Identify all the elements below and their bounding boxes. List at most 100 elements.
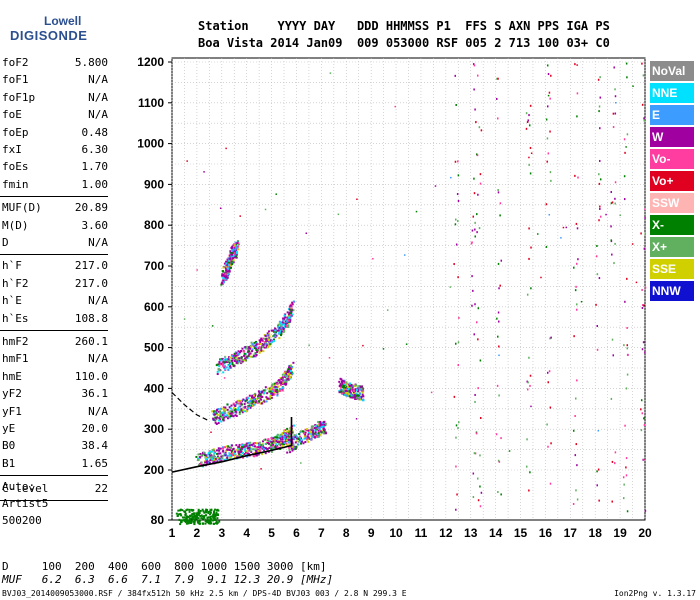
noise-point: [595, 255, 598, 258]
echo-point: [271, 386, 274, 389]
noise-point: [453, 263, 455, 266]
noise-point: [547, 445, 549, 448]
echo-point: [283, 437, 286, 440]
echo-point: [296, 437, 299, 440]
echo-point: [250, 443, 253, 446]
noise-point: [599, 76, 601, 79]
echo-point: [268, 335, 271, 338]
echo-point: [318, 434, 321, 437]
echo-point: [258, 400, 261, 403]
noise-point: [457, 160, 459, 163]
noise-point: [474, 235, 477, 238]
param-value: 20.0: [81, 422, 109, 435]
echo-point: [235, 354, 238, 357]
echo-point: [309, 430, 312, 433]
echo-point: [249, 404, 252, 407]
echo-point: [225, 269, 228, 272]
noise-point: [225, 147, 227, 150]
echo-point: [209, 455, 212, 458]
param-value: N/A: [88, 404, 108, 418]
echo-point: [237, 445, 240, 448]
echo-point: [358, 385, 361, 388]
param-name: foF1p: [2, 90, 36, 104]
echo-point: [340, 392, 343, 395]
noise-point: [457, 427, 459, 430]
noise-point: [611, 338, 614, 341]
param-name: fxI: [2, 143, 22, 156]
echo-point: [286, 427, 289, 430]
noise-point: [454, 160, 457, 163]
echo-point: [292, 424, 295, 427]
noise-point: [224, 356, 226, 358]
echo-point: [242, 409, 245, 412]
echo-point: [218, 520, 221, 523]
echo-point: [295, 437, 298, 440]
echo-point: [239, 401, 242, 404]
footer-file-info: BVJ03_2014009053000.RSF / 384fx512h 50 k…: [2, 589, 407, 598]
echo-point: [253, 448, 256, 451]
echo-point: [285, 378, 288, 381]
echo-point: [209, 519, 212, 522]
echo-point: [280, 330, 283, 333]
noise-point: [476, 231, 478, 234]
electron-density-profile: [171, 417, 293, 473]
echo-point: [280, 378, 283, 381]
echo-point: [280, 382, 283, 385]
noise-point: [415, 210, 418, 213]
x-tick-label: 11: [415, 526, 428, 540]
echo-point: [183, 516, 186, 519]
echo-point: [352, 396, 355, 399]
echo-point: [244, 399, 247, 402]
echo-point: [232, 249, 235, 252]
noise-point: [599, 215, 602, 218]
echo-point: [350, 385, 353, 388]
echo-point: [229, 456, 232, 459]
echo-point: [205, 456, 208, 459]
echo-point: [321, 422, 324, 425]
echo-point: [190, 521, 193, 524]
echo-point: [244, 359, 247, 362]
echo-point: [202, 451, 205, 454]
echo-point: [342, 386, 345, 389]
echo-point: [265, 396, 268, 399]
echo-point: [212, 461, 215, 464]
echo-point: [248, 449, 251, 452]
echo-point: [237, 360, 240, 363]
echo-point: [219, 415, 222, 418]
echo-point: [225, 263, 228, 266]
echo-point: [259, 450, 262, 453]
noise-point: [219, 207, 222, 209]
echo-point: [310, 425, 313, 428]
noise-point: [572, 429, 575, 432]
noise-point: [473, 333, 475, 336]
echo-point: [198, 459, 201, 462]
echo-point: [233, 357, 236, 360]
x-tick-label: 3: [218, 526, 225, 540]
echo-point: [266, 340, 269, 343]
noise-point: [457, 364, 460, 367]
noise-point: [599, 127, 601, 130]
noise-point: [548, 370, 551, 373]
noise-point: [474, 452, 477, 455]
echo-point: [235, 250, 238, 253]
x-tick-label: 2: [194, 526, 201, 540]
echo-point: [188, 520, 191, 523]
noise-point: [472, 63, 475, 66]
echo-point: [217, 455, 220, 458]
echo-point: [282, 443, 285, 446]
echo-point: [223, 409, 226, 412]
echo-point: [234, 248, 237, 251]
param-name: hmF1: [2, 352, 29, 366]
echo-point: [274, 385, 277, 388]
echo-point: [235, 256, 238, 259]
echo-point: [218, 419, 221, 422]
echo-point: [197, 513, 200, 516]
x-tick-label: 17: [564, 526, 578, 540]
echo-point: [222, 270, 225, 273]
param-value: 1.70: [81, 160, 109, 174]
echo-point: [230, 404, 233, 407]
noise-point: [626, 510, 629, 513]
echo-point: [230, 255, 233, 258]
noise-point: [625, 457, 628, 460]
noise-point: [575, 303, 578, 306]
